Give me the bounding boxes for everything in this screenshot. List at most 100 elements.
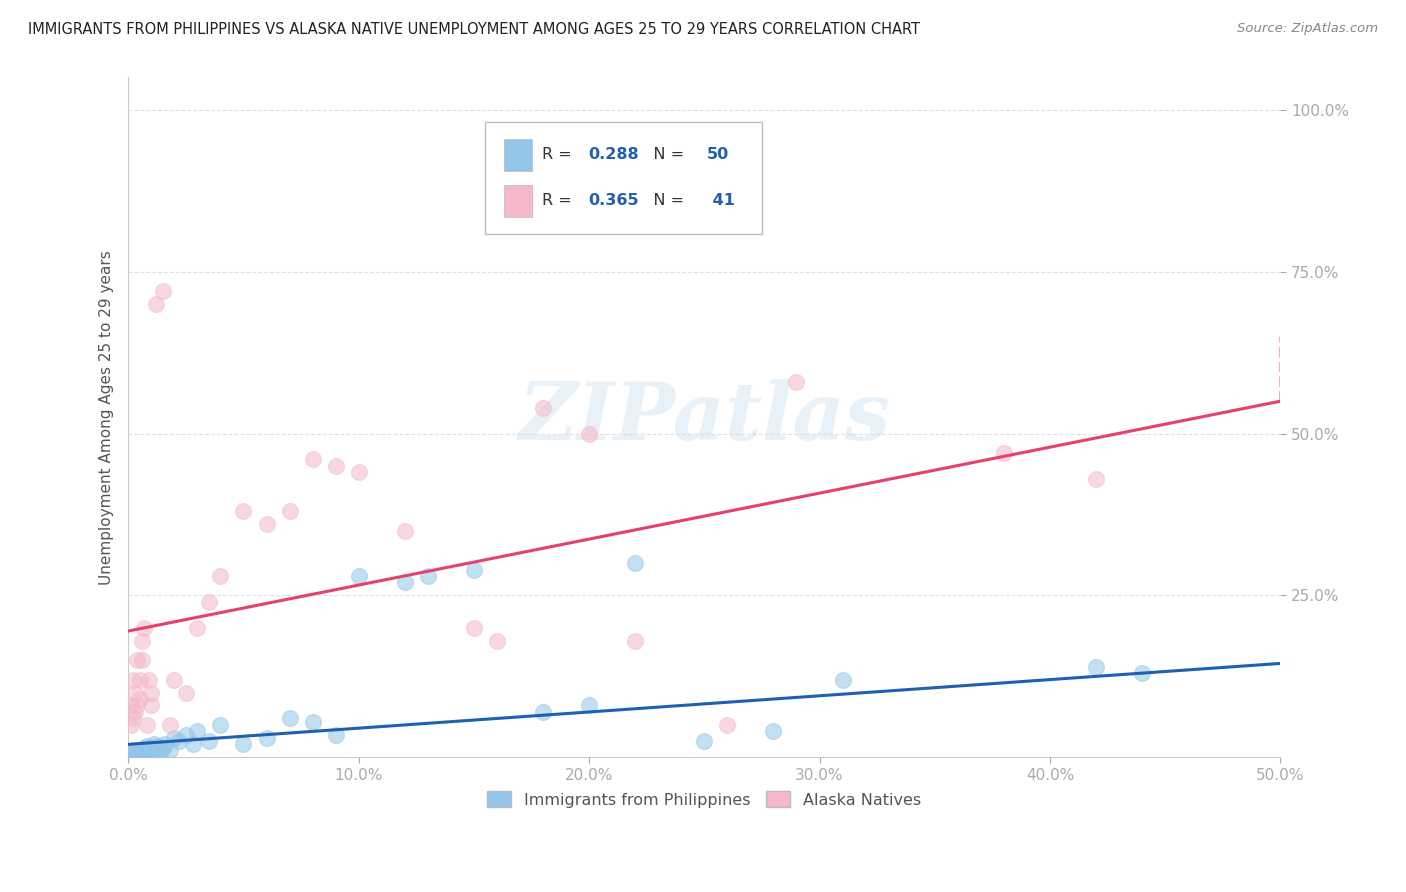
Point [138,744,160,758]
Point [394,575,416,590]
Point [624,633,647,648]
Point [145,742,167,756]
Point [127,698,149,713]
Point [209,718,232,732]
Point [124,745,146,759]
Point [159,718,181,732]
Point [149,744,172,758]
Point [716,718,738,732]
Point [256,517,278,532]
Point [278,504,301,518]
Point [124,705,146,719]
Point [762,724,785,739]
Point [301,452,323,467]
Point [394,524,416,538]
Text: ZIPatlas: ZIPatlas [519,378,890,456]
Point [186,724,208,739]
Point [232,737,254,751]
Point [138,673,160,687]
Point [163,731,186,745]
FancyBboxPatch shape [485,121,762,234]
Point [152,740,174,755]
Point [785,375,807,389]
Text: Source: ZipAtlas.com: Source: ZipAtlas.com [1237,22,1378,36]
Point [416,569,439,583]
Point [198,595,221,609]
Point [463,621,485,635]
Point [167,734,190,748]
Point [181,737,204,751]
Point [993,446,1015,460]
Point [174,728,197,742]
Point [120,747,142,761]
Point [128,673,150,687]
Point [347,466,370,480]
FancyBboxPatch shape [503,185,531,217]
Text: IMMIGRANTS FROM PHILIPPINES VS ALASKA NATIVE UNEMPLOYMENT AMONG AGES 25 TO 29 YE: IMMIGRANTS FROM PHILIPPINES VS ALASKA NA… [28,22,920,37]
Point [485,633,508,648]
Point [131,746,153,760]
Point [232,504,254,518]
Point [127,744,149,758]
Point [131,653,153,667]
Point [693,734,716,748]
Point [463,562,485,576]
Point [301,714,323,729]
Point [531,705,554,719]
Text: 41: 41 [707,194,734,209]
Point [153,737,176,751]
Point [128,745,150,759]
Y-axis label: Unemployment Among Ages 25 to 29 years: Unemployment Among Ages 25 to 29 years [100,250,114,585]
Legend: Immigrants from Philippines, Alaska Natives: Immigrants from Philippines, Alaska Nati… [481,785,928,814]
Point [127,653,149,667]
Point [135,718,157,732]
Point [174,685,197,699]
Text: R =: R = [541,194,576,209]
Point [135,739,157,753]
Point [278,711,301,725]
FancyBboxPatch shape [503,138,531,170]
Text: 50: 50 [707,147,728,162]
Point [198,734,221,748]
Point [142,737,165,751]
Point [131,744,153,758]
Point [148,739,170,753]
Point [1085,472,1108,486]
Point [135,742,157,756]
Point [121,711,143,725]
Point [325,458,347,473]
Point [578,426,600,441]
Point [120,718,142,732]
Point [120,745,142,759]
Point [124,685,146,699]
Point [121,744,143,758]
Point [141,698,163,713]
Point [141,745,163,759]
Point [624,556,647,570]
Point [831,673,853,687]
Point [159,742,181,756]
Point [145,297,167,311]
Point [152,284,174,298]
Text: 0.365: 0.365 [588,194,638,209]
Text: 0.288: 0.288 [588,147,638,162]
Point [578,698,600,713]
Point [141,685,163,699]
Point [134,745,156,759]
Point [347,569,370,583]
Point [131,633,153,648]
Text: N =: N = [637,147,689,162]
Point [209,569,232,583]
Point [128,692,150,706]
Text: R =: R = [541,147,576,162]
Text: N =: N = [637,194,689,209]
Point [531,401,554,415]
Point [127,747,149,761]
Point [124,742,146,756]
Point [134,621,156,635]
Point [128,742,150,756]
Point [141,740,163,755]
Point [1085,659,1108,673]
Point [325,728,347,742]
Point [121,673,143,687]
